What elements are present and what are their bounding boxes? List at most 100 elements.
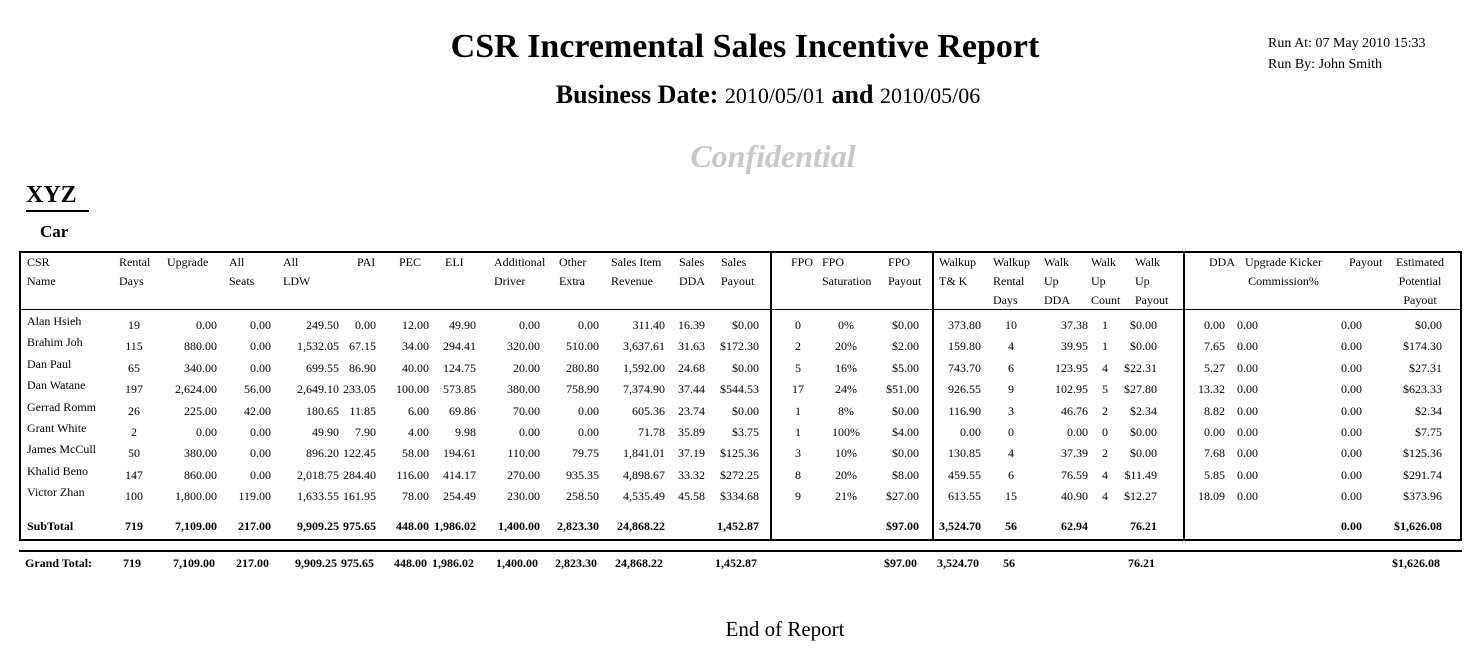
grand-total-cell: 7,109.00 xyxy=(173,556,215,570)
table-cell: 8 xyxy=(795,467,801,482)
table-cell: 70.00 xyxy=(513,403,540,418)
table-cell: 58.00 xyxy=(402,446,429,461)
table-cell: 0.00 xyxy=(250,339,271,354)
table-cell: $0.00 xyxy=(732,318,759,332)
table-cell: 1 xyxy=(1102,339,1108,354)
table-cell: 34.00 xyxy=(402,339,429,354)
table-cell: 284.40 xyxy=(343,467,376,482)
table-cell: 7,374.90 xyxy=(623,382,665,397)
table-cell: 8.82 xyxy=(1204,403,1225,418)
table-cell: 159.80 xyxy=(948,339,981,354)
table-cell: 0.00 xyxy=(1341,489,1362,504)
table-cell: 880.00 xyxy=(184,339,217,354)
table-cell: 1 xyxy=(795,403,801,418)
csr-name: Brahim Joh xyxy=(27,335,83,350)
grand-total-cell: 1,452.87 xyxy=(715,556,757,570)
table-cell: 254.49 xyxy=(443,489,476,504)
table-cell: 0.00 xyxy=(250,467,271,482)
subtotal-cell: 448.00 xyxy=(396,519,429,533)
table-cell: $0.00 xyxy=(1130,339,1157,354)
subtotal-cell: 719 xyxy=(125,519,143,533)
table-cell: 102.95 xyxy=(1055,382,1088,397)
table-cell: 1,633.55 xyxy=(297,489,339,504)
table-cell: 2 xyxy=(131,425,137,439)
table-cell: 71.78 xyxy=(638,425,665,439)
table-cell: 46.76 xyxy=(1061,403,1088,418)
run-at: Run At: 07 May 2010 15:33 xyxy=(1268,36,1426,51)
table-cell: 0.00 xyxy=(1237,382,1258,397)
table-cell: 100 xyxy=(125,489,143,504)
column-header: ELI xyxy=(445,255,464,269)
table-cell: 110.00 xyxy=(507,446,540,461)
table-cell: 510.00 xyxy=(566,339,599,354)
table-cell: 5 xyxy=(795,360,801,375)
table-cell: 0.00 xyxy=(1237,318,1258,332)
table-cell: 4 xyxy=(1008,339,1014,354)
grand-total-cell: 1,400.00 xyxy=(496,556,538,570)
table-cell: 2 xyxy=(795,339,801,354)
table-cell: 116.00 xyxy=(396,467,429,482)
table-cell: 0.00 xyxy=(1237,425,1258,439)
table-cell: 130.85 xyxy=(948,446,981,461)
grand-total-cell: $1,626.08 xyxy=(1392,556,1440,570)
table-cell: $544.53 xyxy=(720,382,759,397)
grand-total-cell: 2,823.30 xyxy=(555,556,597,570)
table-cell: 320.00 xyxy=(507,339,540,354)
table-cell: $174.30 xyxy=(1403,339,1442,354)
subtotal-cell: 56 xyxy=(1005,519,1017,533)
table-cell: 197 xyxy=(125,382,143,397)
table-cell: 26 xyxy=(128,403,140,418)
table-cell: 0.00 xyxy=(196,318,217,332)
table-cell: 1,532.05 xyxy=(297,339,339,354)
table-cell: 935.35 xyxy=(566,467,599,482)
table-cell: 3 xyxy=(795,446,801,461)
table-cell: 65 xyxy=(128,360,140,375)
column-header: Payout xyxy=(1349,255,1383,269)
grand-total-cell: 24,868.22 xyxy=(615,556,663,570)
table-cell: 0.00 xyxy=(250,360,271,375)
table-cell: $4.00 xyxy=(892,425,919,439)
subtotal-cell: $97.00 xyxy=(886,519,919,533)
business-date-to: 2010/05/06 xyxy=(879,83,981,108)
table-cell: 0.00 xyxy=(1237,403,1258,418)
business-date: Business Date: 2010/05/01 and 2010/05/06 xyxy=(0,80,1481,110)
table-cell: $27.31 xyxy=(1409,360,1442,375)
table-cell: 9 xyxy=(1008,382,1014,397)
table-cell: 280.80 xyxy=(566,360,599,375)
table-cell: 67.15 xyxy=(349,339,376,354)
table-cell: 37.38 xyxy=(1061,318,1088,332)
table-cell: 0.00 xyxy=(1237,489,1258,504)
table-cell: $623.33 xyxy=(1403,382,1442,397)
table-cell: 0.00 xyxy=(250,425,271,439)
table-cell: 0 xyxy=(1102,425,1108,439)
table-cell: 5 xyxy=(1102,382,1108,397)
table-cell: $0.00 xyxy=(1130,425,1157,439)
table-cell: $0.00 xyxy=(1130,318,1157,332)
table-cell: 0.00 xyxy=(355,318,376,332)
table-cell: $51.00 xyxy=(886,382,919,397)
grand-total-row: Grand Total: 719 7,109.00 217.00 9,909.25 975… xyxy=(19,556,1462,576)
table-cell: $172.30 xyxy=(720,339,759,354)
table-cell: 613.55 xyxy=(948,489,981,504)
table-cell: 6.00 xyxy=(408,403,429,418)
table-cell: 270.00 xyxy=(507,467,540,482)
table-cell: 0.00 xyxy=(196,425,217,439)
table-cell: 699.55 xyxy=(306,360,339,375)
table-cell: $291.74 xyxy=(1403,467,1442,482)
column-header: All Seats xyxy=(229,255,255,288)
column-header: Estimated Potential Payout xyxy=(1396,255,1444,307)
table-cell: 0.00 xyxy=(1341,403,1362,418)
table-cell: $125.36 xyxy=(720,446,759,461)
table-cell: 37.39 xyxy=(1061,446,1088,461)
table-cell: 4 xyxy=(1102,467,1108,482)
table-cell: 0% xyxy=(838,318,854,332)
table-cell: 20.00 xyxy=(513,360,540,375)
table-cell: $0.00 xyxy=(892,318,919,332)
grand-total-cell: 719 xyxy=(123,556,141,570)
table-cell: 31.63 xyxy=(678,339,705,354)
table-cell: $2.00 xyxy=(892,339,919,354)
table-cell: 0.00 xyxy=(250,318,271,332)
table-cell: 0.00 xyxy=(519,425,540,439)
csr-name: James McCull xyxy=(27,442,96,457)
table-cell: 294.41 xyxy=(443,339,476,354)
